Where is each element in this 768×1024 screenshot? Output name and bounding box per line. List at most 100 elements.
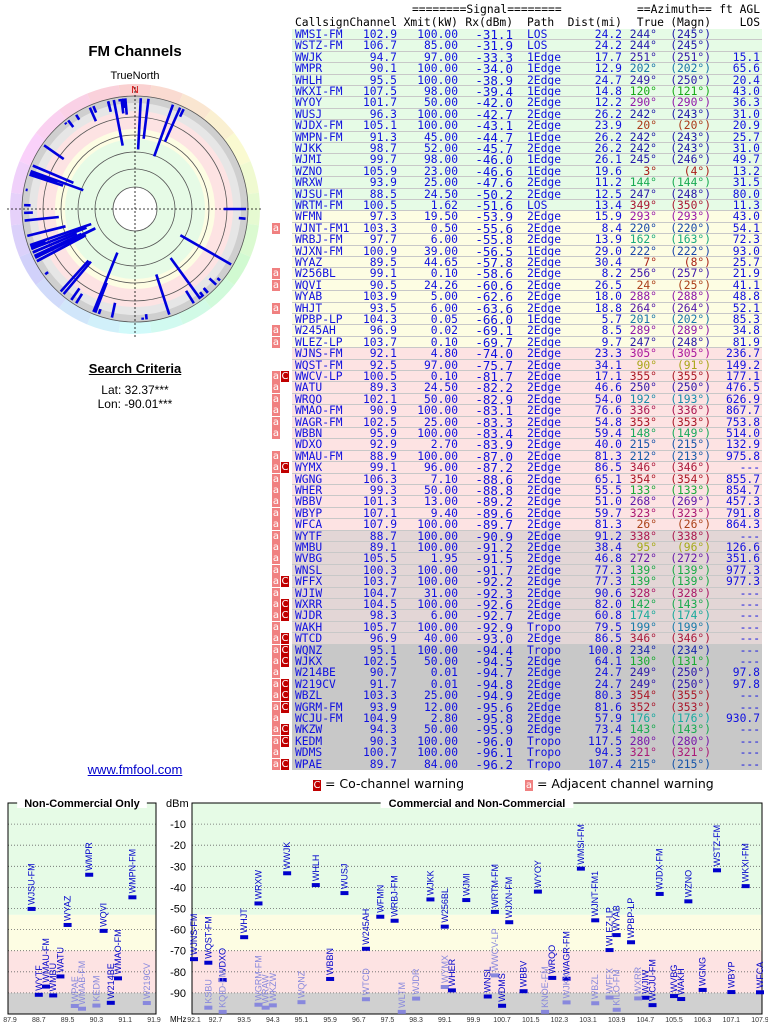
table-row[interactable]: WMPR 90.1 100.00 -34.0 1Edge 12.9 202° (202°) 65… xyxy=(292,62,762,75)
table-row[interactable]: WLEZ-LP 103.7 0.10 -69.7 2Edge 9.7 247° (248°) 8… xyxy=(292,336,762,349)
azimuth-magnetic: (257°) xyxy=(670,267,711,281)
table-row[interactable]: WYAB 103.9 5.00 -62.6 2Edge 18.0 288° (288°) 48.… xyxy=(292,290,762,303)
adjacent-channel-warning-badge: a xyxy=(272,450,280,462)
table-row[interactable]: WRBJ-FM 97.7 6.00 -55.8 2Edge 13.9 162° (163°) 7… xyxy=(292,233,762,246)
table-row[interactable]: WMBU 89.1 100.00 -91.2 2Edge 38.4 95° (96°) 126.… xyxy=(292,541,762,554)
callsign: WDXO xyxy=(295,438,323,452)
table-row[interactable]: W214BE 90.7 0.01 -94.7 2Edge 24.7 249° (250°) 97… xyxy=(292,666,762,679)
table-row[interactable]: WMPN-FM 91.3 45.00 -44.7 1Edge 26.2 242° (243°)… xyxy=(292,131,762,144)
column-header-magn[interactable]: (Magn) xyxy=(670,16,711,29)
table-row[interactable]: WAGR-FM 102.5 25.00 -83.3 2Edge 54.8 353° (353°… xyxy=(292,416,762,429)
table-row[interactable]: W245AH 96.9 0.02 -69.1 2Edge 8.5 289° (289°) 34.… xyxy=(292,324,762,337)
distance: 86.5 xyxy=(594,461,622,475)
table-row[interactable]: WMSI-FM 102.9 100.00 -31.1 LOS 24.2 244° (245°) xyxy=(292,28,762,41)
los-agl: 514.0 xyxy=(725,427,760,440)
table-row[interactable]: WHLH 95.5 100.00 -38.9 2Edge 24.7 249° (250°) 20… xyxy=(292,73,762,87)
table-row[interactable]: WYTF 88.7 100.00 -90.9 2Edge 91.2 338° (338°) --… xyxy=(292,530,762,543)
rx-signal: -95.8 xyxy=(475,711,513,726)
table-row[interactable]: WQST-FM 92.5 97.00 -75.7 2Edge 34.1 90° (91°) 14… xyxy=(292,358,762,372)
los-agl: 49.7 xyxy=(732,153,760,167)
table-row[interactable]: WKZW 94.3 50.00 -95.9 2Edge 73.4 143° (143°) --- xyxy=(292,723,762,736)
table-row[interactable]: WQVI 90.5 24.26 -60.6 2Edge 26.5 24° (25°) 41.1 xyxy=(292,279,762,292)
station-label-w256bl: W256BL xyxy=(440,888,450,923)
table-row[interactable]: WTCD 96.9 40.00 -93.0 2Edge 86.5 346° (346°) --- xyxy=(292,632,762,645)
callsign: WHLH xyxy=(295,73,323,87)
table-row[interactable]: WCJU-FM 104.9 2.80 -95.8 2Edge 57.9 176° (176°)… xyxy=(292,711,762,726)
table-row[interactable]: WJKX 102.5 50.00 -94.5 2Edge 64.1 130° (131°) --… xyxy=(292,655,762,668)
table-row[interactable]: WATU 89.3 24.50 -82.2 2Edge 46.6 250° (250°) 476… xyxy=(292,381,762,394)
table-row[interactable]: W219CV 91.7 0.01 -94.8 2Edge 24.7 249° (250°) 97… xyxy=(292,678,762,691)
channel: 89.7 xyxy=(369,757,397,771)
table-row[interactable]: WHJT 93.5 6.00 -63.6 2Edge 18.8 264° (264°) 52.1 xyxy=(292,302,762,315)
fmfool-link[interactable]: www.fmfool.com xyxy=(87,762,183,777)
station-marker-w256bl xyxy=(440,924,449,929)
x-tick-label: 104.7 xyxy=(637,1017,655,1024)
distance: 23.3 xyxy=(594,347,622,361)
table-row[interactable]: WAKH 105.7 100.00 -92.9 Tropo 79.5 199° (199°) -… xyxy=(292,621,762,634)
table-row[interactable]: WWCV-LP 100.5 0.10 -81.7 2Edge 17.1 355° (355°)… xyxy=(292,370,762,383)
table-row[interactable]: WMAU-FM 88.9 100.00 -87.0 2Edge 81.3 212° (213°… xyxy=(292,450,762,463)
channel: 92.5 xyxy=(369,358,397,372)
table-row[interactable]: WZNO 105.9 23.00 -46.6 1Edge 19.6 3° (4°) 13.2 xyxy=(292,165,762,178)
table-row[interactable]: WJMI 99.7 98.00 -46.0 1Edge 26.1 245° (246°) 49.… xyxy=(292,153,762,167)
table-row[interactable]: WFFX 103.7 100.00 -92.2 2Edge 77.3 139° (139°) 9… xyxy=(292,575,762,589)
table-row[interactable]: WRTM-FM 100.5 1.62 -51.6 LOS 13.4 349° (350°) 11… xyxy=(292,199,762,212)
column-header-los[interactable]: LOS xyxy=(739,16,760,29)
azimuth-magnetic: (272°) xyxy=(670,552,711,566)
table-row[interactable]: WRQO 102.1 50.00 -82.9 2Edge 54.0 192° (193°) 62… xyxy=(292,393,762,406)
table-row[interactable]: WJXN-FM 100.9 39.00 -56.5 1Edge 29.0 222° (222°… xyxy=(292,245,762,258)
table-row[interactable]: WRXW 93.9 25.00 -47.6 2Edge 11.2 144° (144°) 31.… xyxy=(292,176,762,189)
rx-signal: -55.6 xyxy=(475,220,513,236)
adjacent-channel-warning-badge: a xyxy=(272,553,280,565)
column-header-callsign[interactable]: Callsign xyxy=(295,16,350,29)
table-row[interactable]: WDMS 100.7 100.00 -96.1 Tropo 94.3 321° (321°) -… xyxy=(292,746,762,759)
table-row[interactable]: KEDM 90.3 100.00 -96.0 Tropo 117.5 280° (280°) -… xyxy=(292,735,762,748)
adjacent-channel-warning-badge: a xyxy=(272,268,280,280)
table-row[interactable]: WUSJ 96.3 100.00 -42.7 2Edge 26.2 242° (243°) 31… xyxy=(292,108,762,121)
table-row[interactable]: WKXI-FM 107.5 98.00 -39.4 1Edge 14.8 120° (121°… xyxy=(292,85,762,98)
azimuth-magnetic: (139°) xyxy=(670,575,711,589)
station-bearing-bar-wher xyxy=(208,277,218,286)
table-row[interactable]: WBYP 107.1 9.40 -89.6 2Edge 59.7 323° (323°) 791… xyxy=(292,507,762,520)
table-row[interactable]: WYOY 101.7 50.00 -42.0 2Edge 12.2 290° (290°) 36… xyxy=(292,96,762,109)
table-row[interactable]: WHER 99.3 50.00 -88.8 2Edge 55.5 133° (133°) 854… xyxy=(292,484,762,497)
table-row[interactable]: WJKK 98.7 52.00 -45.7 2Edge 26.2 242° (243°) 31.… xyxy=(292,142,762,155)
co-channel-warning-badge: C xyxy=(281,633,289,645)
table-row[interactable]: WBZL 103.3 25.00 -94.9 2Edge 80.3 354° (355°) --… xyxy=(292,689,762,702)
table-row[interactable]: WGNG 106.3 7.10 -88.6 2Edge 65.1 354° (354°) 855… xyxy=(292,473,762,486)
table-row[interactable]: WVBG 105.5 1.95 -91.5 2Edge 46.8 272° (272°) 351… xyxy=(292,552,762,566)
station-bearing-bar-wrqo xyxy=(110,302,117,318)
table-row[interactable]: WJDX-FM 105.1 100.00 -43.1 2Edge 23.9 20° (20°)… xyxy=(292,119,762,132)
table-row[interactable]: WYMX 99.1 96.00 -87.2 2Edge 86.5 346° (346°) --- xyxy=(292,461,762,475)
table-row[interactable]: WPBP-LP 104.3 0.05 -66.0 1Edge 5.7 201° (202°) 8… xyxy=(292,313,762,326)
column-header-path[interactable]: Path xyxy=(527,16,555,29)
column-header-channel[interactable]: Channel xyxy=(349,16,397,29)
table-row[interactable]: WNSL 100.3 100.00 -91.7 2Edge 77.3 139° (139°) 9… xyxy=(292,564,762,577)
table-row[interactable]: WFMN 97.3 19.50 -53.9 2Edge 15.9 293° (293°) 43.… xyxy=(292,210,762,223)
table-row[interactable]: WJNS-FM 92.1 4.80 -74.0 2Edge 23.3 305° (305°) 2… xyxy=(292,347,762,361)
table-row[interactable]: WPAE 89.7 84.00 -96.2 Tropo 107.4 215° (215°) --… xyxy=(292,757,762,771)
table-row[interactable]: WFCA 107.9 100.00 -89.7 2Edge 81.3 26° (26°) 864… xyxy=(292,518,762,531)
table-row[interactable]: WBBN 95.9 100.00 -83.4 2Edge 59.4 148° (149°) 51… xyxy=(292,427,762,440)
table-row[interactable]: WJNT-FM1 103.3 0.50 -55.6 2Edge 8.4 220° (220°)… xyxy=(292,220,762,236)
table-row[interactable]: W256BL 99.1 0.10 -58.6 2Edge 8.2 256° (257°) 21.… xyxy=(292,267,762,281)
table-row[interactable]: WJIW 104.7 31.00 -92.3 2Edge 90.6 328° (328°) --… xyxy=(292,587,762,600)
table-row[interactable]: WJDR 98.3 6.00 -92.7 2Edge 60.8 174° (174°) --- xyxy=(292,609,762,622)
column-header-true[interactable]: True xyxy=(636,16,664,29)
table-row[interactable]: WMAO-FM 90.9 100.00 -83.1 2Edge 76.6 336° (336°… xyxy=(292,404,762,417)
page-title: FM Channels xyxy=(88,43,182,60)
xmit-power: 100.00 xyxy=(417,598,458,611)
table-row[interactable]: WXRR 104.5 100.00 -92.6 2Edge 82.0 142° (143°) -… xyxy=(292,598,762,611)
table-row[interactable]: WYAZ 89.5 44.65 -57.8 2Edge 30.4 7° (8°) 25.7 xyxy=(292,256,762,269)
table-row[interactable]: WSTZ-FM 106.7 85.00 -31.9 LOS 24.2 244° (245°) xyxy=(292,39,762,52)
table-row[interactable]: WBBV 101.3 13.00 -89.2 2Edge 51.0 268° (269°) 45… xyxy=(292,495,762,508)
column-header-xmitkw[interactable]: Xmit(kW) xyxy=(403,16,458,29)
table-row[interactable]: WGRM-FM 93.9 12.00 -95.6 2Edge 81.6 352° (353°)… xyxy=(292,701,762,714)
column-header-distmi[interactable]: Dist(mi) xyxy=(567,16,622,29)
station-label-wvbg: WVBG xyxy=(669,965,679,993)
table-row[interactable]: WWJK 94.7 97.00 -33.3 1Edge 17.7 251° (251°) 15.… xyxy=(292,51,762,64)
table-row[interactable]: WJSU-FM 88.5 24.50 -50.2 2Edge 12.5 247° (248°)… xyxy=(292,188,762,201)
column-header-rxdbm[interactable]: Rx(dBm) xyxy=(465,16,513,29)
table-row[interactable]: WQNZ 95.1 100.00 -94.4 Tropo 100.8 234° (234°) -… xyxy=(292,644,762,657)
table-row[interactable]: WDXO 92.9 2.70 -83.9 2Edge 40.0 215° (215°) 132.… xyxy=(292,438,762,452)
